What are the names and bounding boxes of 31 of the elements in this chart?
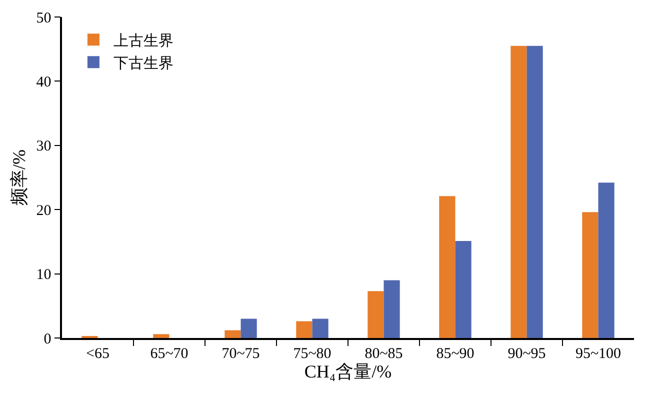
y-tick-label: 0	[44, 331, 52, 348]
bar	[153, 334, 170, 338]
bar	[598, 182, 614, 338]
x-tick-label: 85~90	[436, 346, 474, 362]
x-tick-label: 95~100	[575, 346, 622, 362]
x-tick-label: 75~80	[293, 346, 332, 362]
x-tick-label: 90~95	[508, 346, 546, 362]
bar	[368, 291, 384, 338]
bar	[526, 46, 543, 338]
x-tick-label: 80~85	[364, 346, 403, 362]
y-tick-label: 10	[36, 267, 52, 284]
y-tick-label: 30	[36, 138, 52, 155]
x-tick-label: <65	[86, 346, 110, 362]
bar	[439, 196, 456, 338]
bar	[582, 212, 598, 338]
bar	[384, 280, 400, 338]
bar	[312, 318, 328, 338]
bar	[510, 46, 527, 338]
bar	[455, 241, 472, 338]
y-tick-label: 40	[36, 74, 52, 90]
x-axis-title: CH₄含量/%	[304, 362, 392, 382]
bar	[224, 330, 241, 338]
bar	[296, 321, 312, 338]
legend-label: 上古生界	[113, 32, 174, 50]
y-axis-title: 频率/%	[8, 150, 29, 206]
x-tick-label: 70~75	[222, 346, 260, 362]
x-tick-label: 65~70	[150, 346, 188, 362]
legend-label: 下古生界	[113, 55, 174, 72]
bar	[240, 318, 257, 338]
y-tick-label: 50	[36, 10, 52, 26]
y-tick-label: 20	[36, 202, 52, 219]
